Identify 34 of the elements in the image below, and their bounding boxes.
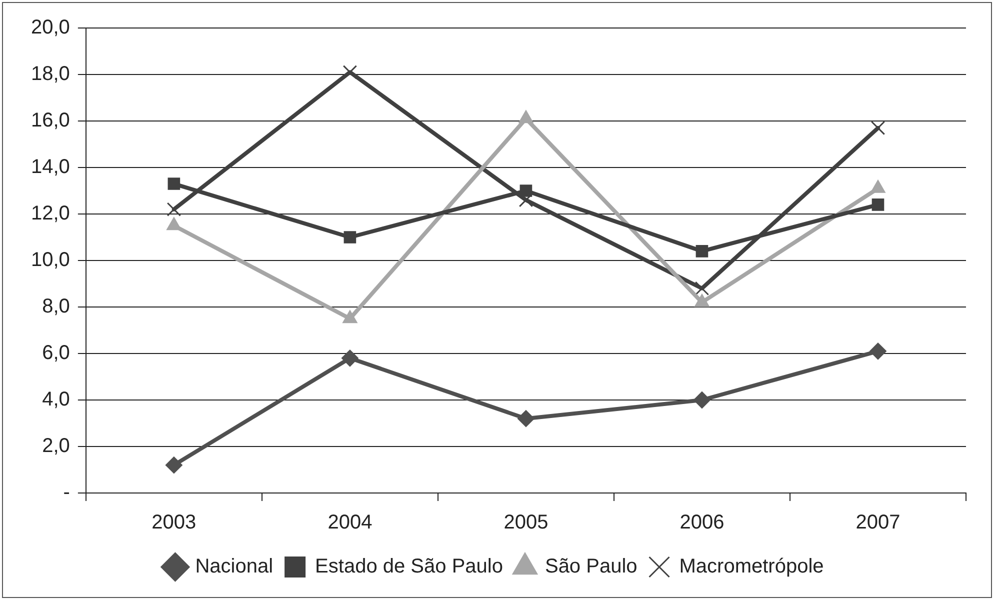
point — [341, 350, 358, 367]
x-tick-label: 2004 — [328, 512, 372, 534]
y-tick-label: 6,0 — [42, 342, 70, 364]
point — [342, 65, 358, 80]
y-tick-label: 4,0 — [42, 388, 70, 411]
point — [693, 392, 710, 408]
y-tick-label: 16,0 — [30, 110, 70, 132]
y-tick-label: 14,0 — [30, 156, 70, 178]
point — [696, 245, 708, 258]
point — [869, 342, 886, 360]
point — [165, 456, 182, 474]
point — [872, 198, 884, 211]
y-tick-label: 8,0 — [42, 296, 70, 318]
y-tick-label: 20,0 — [30, 16, 70, 39]
y-tick-label: 12,0 — [30, 202, 70, 225]
y-tick-label: 18,0 — [30, 63, 70, 86]
x-tick-label: 2006 — [680, 512, 724, 534]
point — [168, 178, 180, 190]
point — [517, 410, 534, 428]
point — [520, 184, 532, 197]
x-tick-label: 2003 — [152, 512, 196, 534]
x-tick-label: 2007 — [856, 512, 900, 534]
point — [870, 120, 886, 136]
legend-label: Macrometrópole — [679, 556, 824, 578]
legend-label: Estado de São Paulo — [315, 556, 503, 578]
y-tick-label: 10,0 — [30, 249, 70, 272]
point — [344, 231, 356, 244]
point — [166, 202, 182, 216]
legend-label: São Paulo — [544, 556, 638, 578]
legend-label: Nacional — [195, 556, 274, 578]
y-tick-label: - — [63, 482, 70, 504]
point — [694, 281, 710, 296]
x-tick-label: 2005 — [504, 512, 548, 534]
y-tick-label: 2,0 — [42, 435, 70, 458]
